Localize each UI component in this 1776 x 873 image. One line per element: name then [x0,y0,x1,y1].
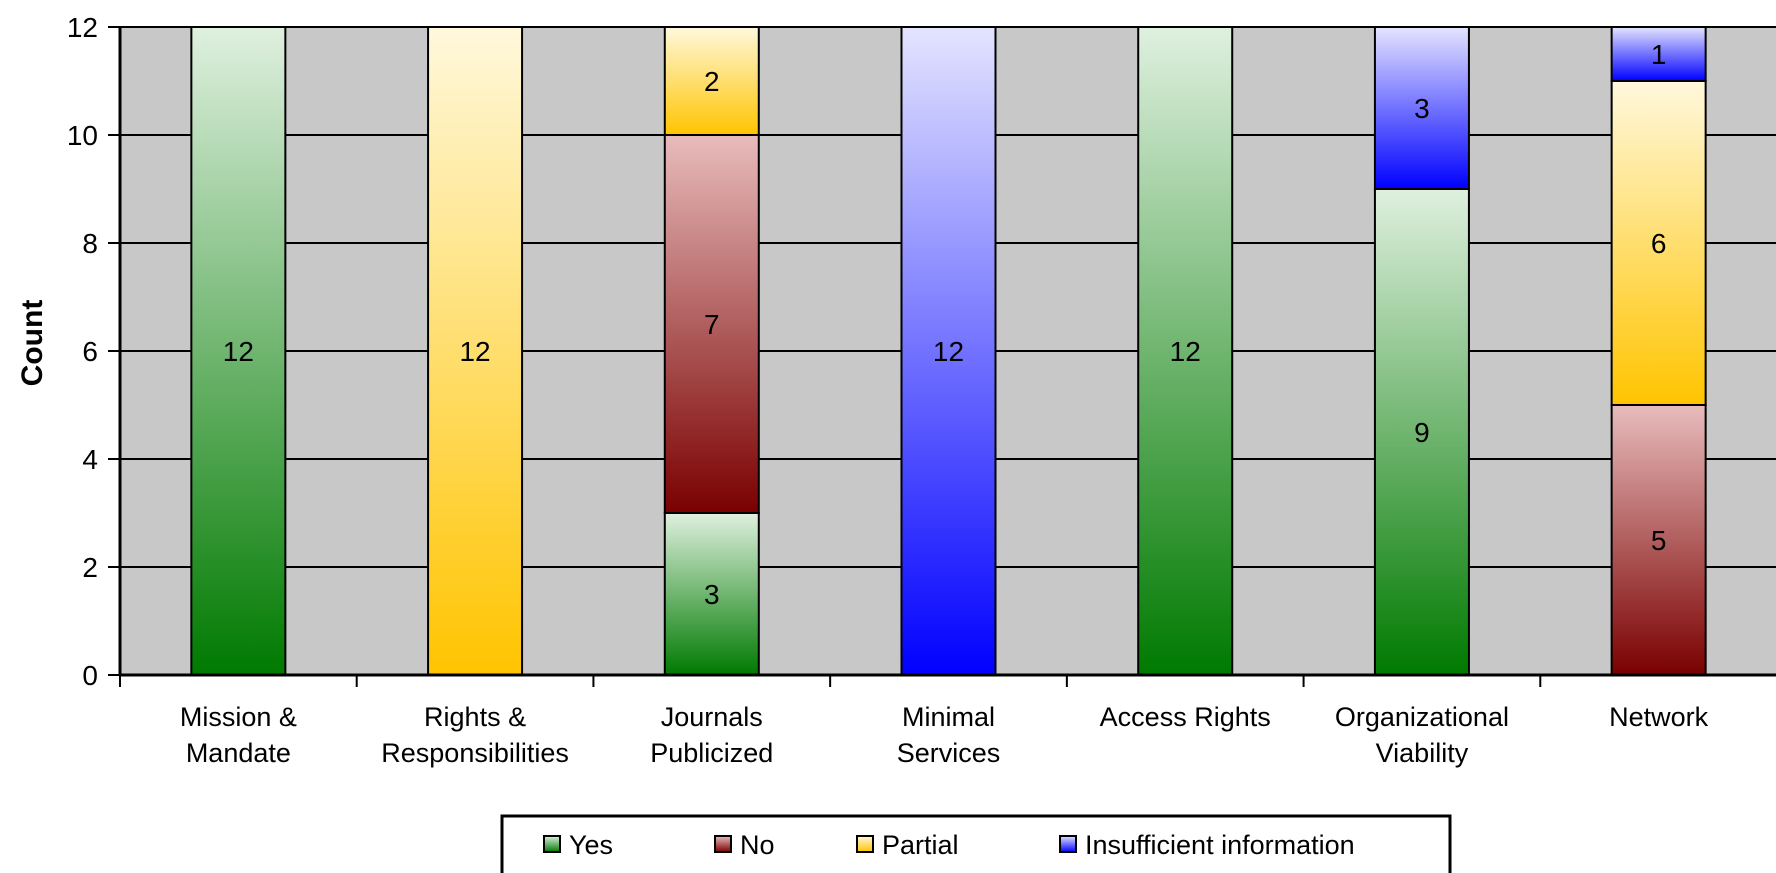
y-tick-label: 8 [82,228,98,259]
bar-value-label: 3 [704,579,720,610]
bar-value-label: 12 [933,336,964,367]
y-tick-label: 2 [82,552,98,583]
bar-value-label: 6 [1651,228,1667,259]
x-category-label: Access Rights [1100,702,1271,732]
bar-segment [1373,188,1470,676]
y-tick-label: 0 [82,660,98,691]
y-tick-label: 6 [82,336,98,367]
bar-segment [1610,26,1707,82]
bar-segment [1610,80,1707,406]
bar-segment [663,26,760,136]
legend-entry-label: Partial [882,830,959,860]
legend-swatch [1059,835,1077,853]
x-category-label: Minimal Services [897,702,1001,768]
bar-segment [1137,26,1234,676]
bar-value-label: 12 [1170,336,1201,367]
bar-value-label: 9 [1414,417,1430,448]
y-tick-label: 10 [67,120,98,151]
legend-swatch [543,835,561,853]
bar-value-label: 2 [704,66,720,97]
x-category-label: Network [1609,702,1709,732]
legend-swatch [856,835,874,853]
bar-value-label: 12 [223,336,254,367]
x-category-label: Journals Publicized [650,702,773,768]
legend-entry-label: No [740,830,775,860]
x-category-label: Mission & Mandate [180,702,297,768]
x-category-label: Rights & Responsibilities [381,702,569,768]
y-axis-title: Count [16,300,49,387]
legend: Yes No Partial Insufficient information [500,814,1452,873]
bar-value-label: 7 [704,309,720,340]
y-tick-label: 12 [67,12,98,43]
bar-value-label: 12 [459,336,490,367]
legend-swatch [714,835,732,853]
legend-box [500,814,1452,873]
bar-segment [663,134,760,514]
y-tick-label: 4 [82,444,98,475]
legend-entry-label: Yes [569,830,613,860]
bar-segment [427,26,524,676]
bar-segment [190,26,287,676]
x-category-label: Organizational Viability [1335,702,1509,768]
bar-segment [1610,404,1707,676]
bar-value-label: 1 [1651,39,1667,70]
legend-entry-label: Insufficient information [1085,830,1355,860]
bars: 12 12 3 7 2 12 12 9 3 5 6 1 [190,26,1707,676]
bar-value-label: 5 [1651,525,1667,556]
bar-value-label: 3 [1414,93,1430,124]
bar-segment [1373,26,1470,190]
